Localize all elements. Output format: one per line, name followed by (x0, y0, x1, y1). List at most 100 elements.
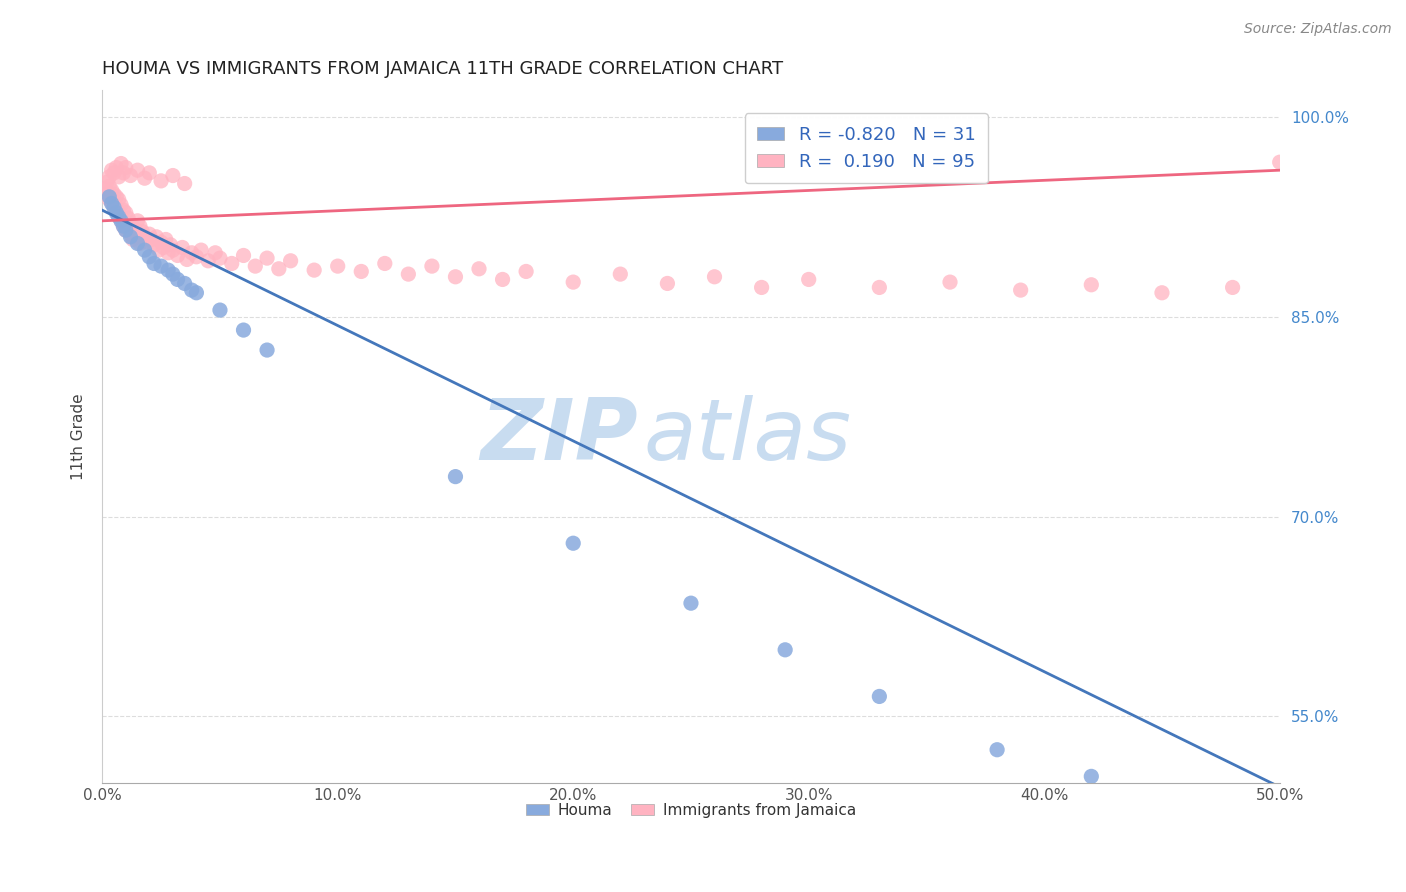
Point (110, 214, 132, 228)
Point (110, 198, 132, 212)
Point (143, 237, 166, 252)
Point (162, 267, 184, 281)
Point (1268, 155, 1291, 169)
Legend: Houma, Immigrants from Jamaica: Houma, Immigrants from Jamaica (520, 797, 862, 824)
Point (107, 209, 129, 223)
Point (114, 206, 136, 220)
Point (939, 275, 962, 289)
Point (127, 236, 149, 251)
Point (100, 196, 122, 211)
Point (444, 269, 467, 284)
Point (117, 211, 139, 226)
Point (120, 229, 142, 244)
Point (172, 240, 194, 254)
Point (107, 169, 129, 184)
Point (128, 219, 150, 234)
Point (138, 166, 160, 180)
Point (100, 163, 122, 178)
Point (197, 253, 219, 268)
Point (143, 256, 166, 270)
Point (420, 259, 443, 273)
Point (112, 166, 135, 180)
Point (159, 237, 181, 252)
Text: HOUMA VS IMMIGRANTS FROM JAMAICA 11TH GRADE CORRELATION CHART: HOUMA VS IMMIGRANTS FROM JAMAICA 11TH GR… (103, 60, 783, 78)
Point (127, 163, 149, 178)
Point (562, 275, 585, 289)
Point (444, 469, 467, 483)
Point (110, 156, 132, 170)
Point (98, 193, 121, 207)
Point (105, 206, 128, 220)
Point (562, 536, 585, 550)
Point (100, 183, 122, 197)
Point (134, 171, 156, 186)
Point (609, 267, 631, 281)
Point (468, 261, 491, 276)
Point (190, 243, 212, 257)
Point (186, 285, 208, 300)
Point (221, 256, 243, 270)
Point (1080, 769, 1102, 783)
Point (751, 280, 773, 294)
Point (141, 232, 163, 246)
Text: atlas: atlas (644, 395, 852, 478)
Point (114, 223, 136, 237)
Point (280, 253, 302, 268)
Point (267, 261, 290, 276)
Point (350, 264, 373, 278)
Point (103, 199, 125, 213)
Point (162, 243, 184, 257)
Point (105, 161, 128, 175)
Point (150, 235, 173, 249)
Point (1080, 277, 1102, 292)
Point (186, 250, 208, 264)
Point (105, 190, 128, 204)
Point (103, 187, 125, 202)
Point (868, 280, 890, 294)
Point (986, 743, 1008, 757)
Point (773, 642, 796, 657)
Point (374, 256, 396, 270)
Point (208, 303, 231, 318)
Point (396, 267, 419, 281)
Point (121, 232, 143, 246)
Point (150, 174, 173, 188)
Point (120, 169, 142, 183)
Point (302, 263, 325, 277)
Point (152, 240, 174, 254)
Point (112, 203, 135, 218)
Point (103, 166, 125, 180)
Point (114, 161, 136, 175)
Point (1222, 280, 1244, 294)
Text: ZIP: ZIP (481, 395, 638, 478)
Point (232, 323, 254, 337)
Point (127, 214, 149, 228)
Point (1198, 789, 1220, 804)
Point (245, 259, 267, 273)
Point (176, 252, 198, 267)
Point (180, 245, 202, 260)
Point (98, 190, 121, 204)
Point (232, 248, 254, 262)
Point (96, 175, 118, 189)
Point (120, 217, 142, 231)
Point (491, 272, 513, 286)
Point (98, 169, 121, 184)
Point (98, 179, 121, 194)
Point (166, 248, 188, 262)
Text: Source: ZipAtlas.com: Source: ZipAtlas.com (1244, 22, 1392, 37)
Point (204, 245, 226, 260)
Point (131, 225, 153, 239)
Point (173, 277, 195, 291)
Point (208, 251, 231, 265)
Y-axis label: 11th Grade: 11th Grade (72, 393, 86, 480)
Point (326, 259, 349, 273)
Point (155, 232, 177, 246)
Point (703, 269, 725, 284)
Point (93, 182, 115, 196)
Point (157, 245, 180, 260)
Point (515, 264, 537, 278)
Point (150, 259, 173, 273)
Point (121, 219, 143, 234)
Point (134, 229, 156, 244)
